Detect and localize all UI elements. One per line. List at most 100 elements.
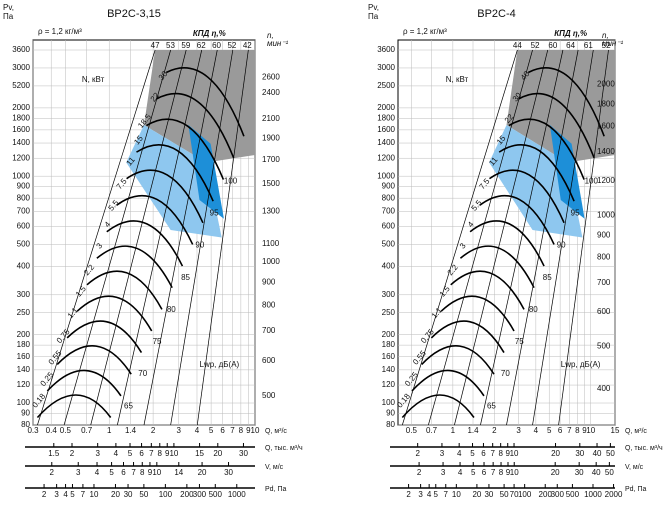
fan-curve: [116, 194, 194, 245]
scale-tick-label: 5: [434, 490, 439, 499]
y-tick-label: 140: [17, 365, 31, 374]
y-tick-label: 900: [382, 182, 396, 191]
scale-label: V, м/с: [265, 464, 284, 471]
scale-tick-label: 200: [539, 490, 553, 499]
rpm-tick-label: 1900: [262, 133, 280, 142]
efficiency-label: 60: [212, 41, 221, 50]
scale-tick-label: 1.5: [48, 449, 60, 458]
fan-curve: [106, 220, 184, 267]
x-tick-label: 2: [492, 426, 497, 435]
y-tick-label: 140: [382, 365, 396, 374]
noise-label: 70: [501, 369, 510, 378]
y-tick-label: 300: [382, 290, 396, 299]
rpm-axis-label: мин⁻¹: [602, 39, 624, 48]
fan-curve: [459, 245, 535, 289]
y-tick-label: 160: [382, 352, 396, 361]
rpm-tick-label: 900: [262, 278, 276, 287]
scale-tick-label: 50: [606, 449, 615, 458]
y-tick-label: 120: [17, 380, 31, 389]
scale-tick-label: 8: [499, 468, 504, 477]
x-tick-label: 4: [195, 426, 200, 435]
x-tick-label: 6: [558, 426, 563, 435]
y-axis-label: Па: [3, 12, 14, 21]
fan-curve: [145, 118, 225, 180]
scale-tick-label: 20: [551, 449, 560, 458]
y-tick-label: 200: [17, 330, 31, 339]
scale-tick-label: 3: [76, 468, 81, 477]
scale-tick-label: 20: [472, 490, 481, 499]
y-tick-label: 3000: [377, 63, 395, 72]
y-tick-label: 1200: [12, 153, 30, 162]
rpm-tick-label: 1600: [597, 122, 615, 131]
scale-tick-label: 3: [418, 490, 423, 499]
scale-tick-label: 10: [510, 449, 519, 458]
y-tick-label: 3000: [12, 63, 30, 72]
y-tick-label: 80: [386, 420, 395, 429]
y-tick-label: 120: [382, 380, 396, 389]
y-tick-label: 2000: [12, 103, 30, 112]
noise-axis-label: Lwp, дБ(А): [200, 360, 240, 369]
efficiency-label: 59: [181, 41, 190, 50]
x-tick-label: 0.7: [81, 426, 93, 435]
noise-label: 90: [557, 241, 566, 250]
y-tick-label: 180: [17, 340, 31, 349]
efficiency-line: [454, 49, 549, 426]
power-axis-label: N, кВт: [82, 75, 105, 84]
efficiency-axis-label: КПД η,%: [554, 29, 587, 38]
scale-tick-label: 7: [491, 468, 496, 477]
efficiency-label: 44: [513, 41, 522, 50]
noise-label: 100: [585, 176, 599, 185]
y-tick-label: 250: [382, 308, 396, 317]
scale-label: Pd, Па: [625, 486, 646, 493]
power-label: 3: [458, 241, 468, 251]
efficiency-line: [143, 49, 218, 426]
rpm-tick-label: 700: [262, 326, 276, 335]
scale-tick-label: 5: [471, 468, 476, 477]
rpm-tick-label: 500: [262, 391, 276, 400]
power-label: 3: [94, 241, 104, 251]
rpm-tick-label: 1300: [262, 207, 280, 216]
noise-label: 95: [571, 209, 580, 218]
efficiency-label: 64: [566, 41, 575, 50]
fan-curve: [508, 118, 585, 180]
y-tick-label: 600: [17, 222, 31, 231]
scale-tick-label: 30: [124, 490, 133, 499]
scale-tick-label: 10: [152, 468, 161, 477]
scale-tick-label: 40: [593, 449, 602, 458]
y-tick-label: 1800: [377, 113, 395, 122]
efficiency-label: 52: [602, 41, 611, 50]
scale-tick-label: 7: [149, 449, 154, 458]
power-label: 1.1: [430, 305, 444, 320]
scale-tick-label: 1000: [584, 490, 602, 499]
fan-curve: [155, 92, 235, 159]
gray-zone: [506, 50, 615, 163]
scale-tick-label: 30: [575, 449, 584, 458]
efficiency-axis-label: КПД η,%: [193, 29, 226, 38]
noise-label: 100: [224, 176, 238, 185]
rpm-tick-label: 500: [597, 342, 611, 351]
y-tick-label: 90: [21, 409, 30, 418]
x-tick-label: 1.4: [125, 426, 137, 435]
y-axis-label: Па: [368, 12, 379, 21]
x-tick-label: 7: [230, 426, 235, 435]
scale-tick-label: 4: [427, 490, 432, 499]
fan-curve: [36, 394, 112, 419]
x-tick-label: 9: [246, 426, 251, 435]
rpm-axis-label: n,: [602, 31, 609, 40]
efficiency-label: 47: [151, 41, 160, 50]
power-label: 4: [103, 219, 113, 229]
efficiency-line: [170, 49, 234, 426]
power-axis-label: N, кВт: [446, 75, 469, 84]
rpm-tick-label: 2600: [262, 73, 280, 82]
scale-tick-label: 3: [95, 449, 100, 458]
fan-curve: [518, 92, 595, 159]
y-tick-label: 5200: [12, 81, 30, 90]
y-tick-label: 250: [17, 308, 31, 317]
scale-tick-label: 5: [128, 449, 133, 458]
fan-curve: [86, 270, 163, 310]
y-tick-label: 100: [17, 398, 31, 407]
fan-curve: [46, 369, 122, 397]
fan-curve: [66, 320, 143, 354]
scale-tick-label: 8: [140, 468, 145, 477]
efficiency-label: 60: [548, 41, 557, 50]
